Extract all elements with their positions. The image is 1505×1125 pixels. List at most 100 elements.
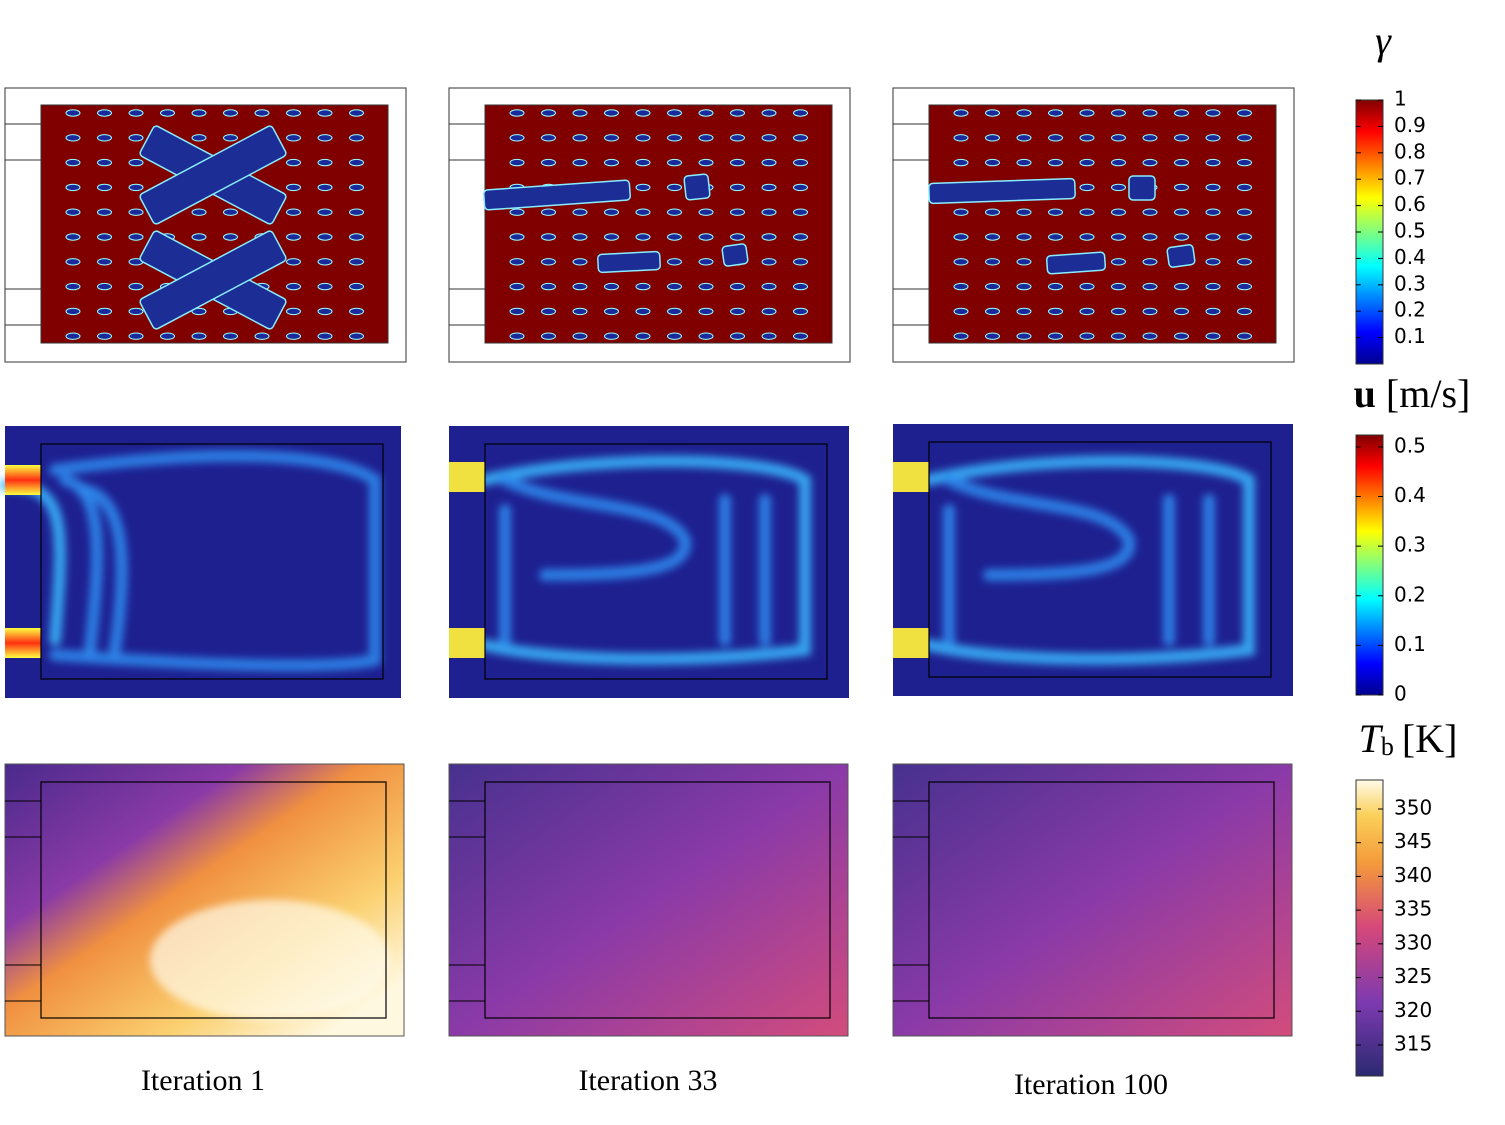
pin-fin bbox=[317, 233, 333, 241]
pin-fin bbox=[541, 258, 556, 266]
pin-fin bbox=[730, 282, 745, 291]
pin-fin bbox=[1205, 282, 1221, 291]
pin-fin bbox=[223, 332, 238, 340]
colorbars: 10.90.80.70.60.50.40.30.20.10.50.40.30.2… bbox=[1354, 18, 1470, 1077]
pin-fin bbox=[286, 134, 301, 142]
pin-fin bbox=[667, 158, 682, 167]
pin-fin bbox=[1237, 183, 1252, 192]
pin-fin bbox=[128, 134, 144, 142]
pin-fin bbox=[509, 208, 525, 216]
pin-fin bbox=[730, 307, 745, 316]
colorbar-title: γ bbox=[1375, 18, 1392, 63]
pin-fin bbox=[572, 332, 588, 340]
pin-fin bbox=[1237, 282, 1252, 291]
pin-fin bbox=[317, 134, 333, 142]
pin-fin bbox=[191, 208, 207, 216]
pin-fin bbox=[541, 307, 556, 316]
pin-fin bbox=[635, 158, 651, 167]
pin-fin bbox=[667, 109, 682, 117]
colorbar-tick-label: 320 bbox=[1394, 998, 1432, 1022]
pin-fin bbox=[97, 282, 112, 291]
flow-paths bbox=[923, 455, 1255, 666]
pin-fin bbox=[97, 307, 112, 316]
pin-fin bbox=[1111, 158, 1126, 167]
pin-fin bbox=[128, 183, 144, 192]
pin-fin bbox=[223, 233, 238, 241]
pin-fin bbox=[604, 282, 619, 291]
pin-fin bbox=[1048, 307, 1063, 316]
domain-outline bbox=[40, 443, 384, 680]
pin-fin bbox=[65, 134, 81, 142]
pin-fin bbox=[541, 134, 556, 142]
pin-fin bbox=[1174, 233, 1189, 241]
pin-fin bbox=[953, 208, 969, 216]
pin-fin bbox=[286, 158, 301, 167]
pin-fin bbox=[349, 109, 364, 117]
colorbar-tick-label: 0.5 bbox=[1394, 433, 1426, 457]
pin-fin bbox=[541, 109, 556, 117]
pin-fin bbox=[793, 233, 808, 241]
inlet-jet bbox=[5, 628, 41, 658]
pin-fin bbox=[349, 258, 364, 266]
design-domain bbox=[40, 104, 389, 344]
design-domain bbox=[484, 104, 833, 344]
colorbar-tick-label: 315 bbox=[1394, 1031, 1432, 1055]
pin-fin bbox=[128, 109, 144, 117]
flow-path bbox=[79, 484, 128, 656]
colorbar-title: Tb [K] bbox=[1359, 716, 1458, 761]
pin-fin bbox=[604, 109, 619, 117]
pin-fin bbox=[509, 109, 525, 117]
pin-fin bbox=[730, 134, 745, 142]
solid-block bbox=[1045, 251, 1107, 275]
pin-fin bbox=[1174, 183, 1189, 192]
pin-fin bbox=[1111, 307, 1126, 316]
pin-fin bbox=[1142, 109, 1158, 117]
pin-fin bbox=[985, 258, 1000, 266]
pin-fin bbox=[793, 307, 808, 316]
pin-fin bbox=[286, 332, 301, 340]
pin-fin bbox=[604, 158, 619, 167]
pin-fin bbox=[761, 282, 777, 291]
inlet-jet bbox=[5, 465, 41, 495]
pin-fin bbox=[1205, 258, 1221, 266]
pin-fin bbox=[65, 233, 81, 241]
colorbar-tick-label: 345 bbox=[1394, 829, 1432, 853]
pin-fin bbox=[793, 332, 808, 340]
hot-spot bbox=[150, 900, 390, 1020]
pin-fin bbox=[97, 332, 112, 340]
pin-fin bbox=[317, 258, 333, 266]
pin-fin bbox=[1079, 134, 1095, 142]
flow-path bbox=[1163, 494, 1215, 646]
pin-fin bbox=[1111, 258, 1126, 266]
pin-fin bbox=[761, 158, 777, 167]
pin-fin bbox=[509, 332, 525, 340]
solid-block bbox=[482, 179, 632, 211]
pin-fin bbox=[317, 208, 333, 216]
pin-fin bbox=[761, 332, 777, 340]
colorbar-tick-label: 1 bbox=[1394, 87, 1407, 111]
pin-fin bbox=[223, 134, 238, 142]
colorbar-tick-label: 330 bbox=[1394, 930, 1432, 954]
pin-fin bbox=[1142, 332, 1158, 340]
pin-fin bbox=[349, 307, 364, 316]
pin-fin bbox=[286, 307, 301, 316]
solid-block bbox=[1128, 175, 1156, 201]
pin-fin bbox=[1142, 208, 1158, 216]
pin-fin bbox=[572, 158, 588, 167]
pin-fin bbox=[698, 109, 714, 117]
pin-fin bbox=[1111, 183, 1126, 192]
pin-fin bbox=[635, 332, 651, 340]
pin-fin bbox=[953, 109, 969, 117]
pin-fin bbox=[1079, 282, 1095, 291]
pin-fin bbox=[1048, 282, 1063, 291]
pin-fin bbox=[1111, 282, 1126, 291]
pin-fin bbox=[1048, 332, 1063, 340]
temperature-field bbox=[892, 763, 1293, 1037]
pin-fin bbox=[635, 183, 651, 192]
pin-fin bbox=[1237, 158, 1252, 167]
solid-block bbox=[683, 173, 711, 201]
pin-fin bbox=[635, 109, 651, 117]
pin-fin bbox=[667, 233, 682, 241]
pin-fin bbox=[1237, 258, 1252, 266]
